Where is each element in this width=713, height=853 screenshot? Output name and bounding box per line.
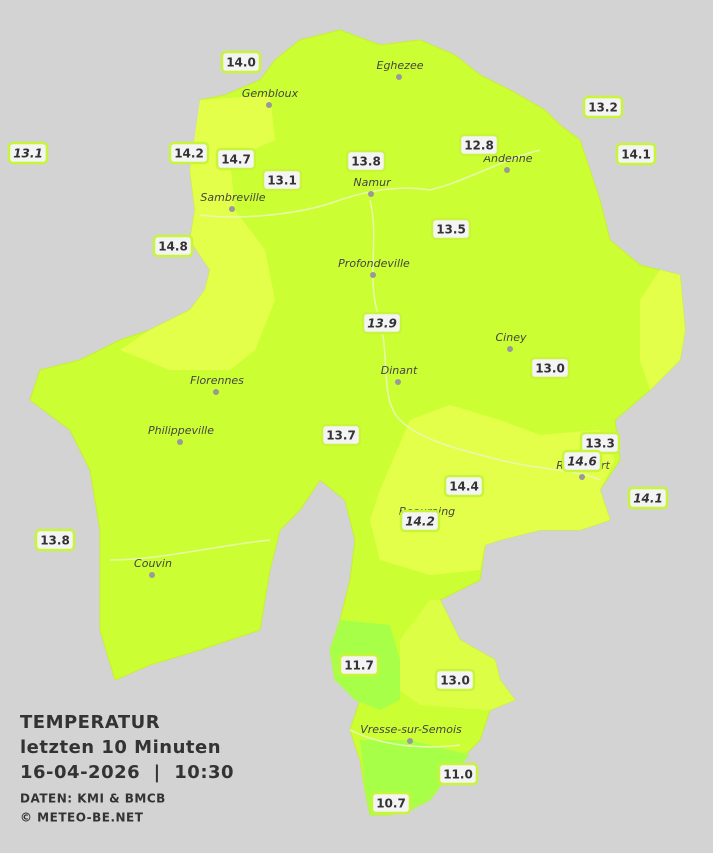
town-label: Florennes bbox=[190, 374, 244, 387]
town-label: Namur bbox=[353, 176, 392, 189]
river bbox=[369, 199, 601, 481]
town-label: Dinant bbox=[381, 364, 418, 377]
station-box bbox=[458, 133, 500, 157]
town-label: Philippeville bbox=[148, 424, 214, 437]
town-dot bbox=[149, 572, 155, 578]
station-reading: 14.1 bbox=[621, 148, 651, 162]
credit: © METEO-BE.NET bbox=[20, 811, 144, 825]
station-reading: 13.7 bbox=[326, 429, 356, 443]
river bbox=[199, 149, 541, 218]
town-dot bbox=[504, 167, 510, 173]
river bbox=[109, 539, 271, 561]
station-reading: 14.8 bbox=[158, 240, 188, 254]
town-label: Sambreville bbox=[200, 191, 265, 204]
station-reading: 13.1 bbox=[13, 147, 43, 161]
station-box bbox=[561, 449, 603, 473]
station-box bbox=[7, 141, 49, 165]
warm-zone bbox=[640, 270, 685, 390]
station-box bbox=[215, 147, 257, 171]
station-box bbox=[361, 311, 403, 335]
station-box bbox=[615, 142, 657, 166]
town-label: Eghezee bbox=[377, 59, 424, 72]
station-reading: 13.3 bbox=[585, 437, 615, 451]
warm-zone bbox=[400, 600, 515, 710]
town-dot bbox=[370, 272, 376, 278]
town-dot bbox=[395, 379, 401, 385]
station-reading: 14.2 bbox=[405, 515, 435, 529]
station-reading: 10.7 bbox=[376, 797, 406, 811]
station-box bbox=[152, 234, 194, 258]
station-box bbox=[529, 356, 571, 380]
station-reading: 14.2 bbox=[174, 147, 204, 161]
station-box bbox=[320, 423, 362, 447]
station-box bbox=[434, 668, 476, 692]
river bbox=[349, 729, 461, 748]
legend-block: TEMPERATUR letzten 10 Minuten 16-04-2026… bbox=[20, 712, 234, 825]
town-dot bbox=[396, 74, 402, 80]
station-reading: 13.5 bbox=[436, 223, 466, 237]
town-dot bbox=[266, 102, 272, 108]
station-reading: 12.8 bbox=[464, 139, 494, 153]
station-box bbox=[261, 168, 303, 192]
town-dot bbox=[507, 346, 513, 352]
town-label: Couvin bbox=[134, 557, 172, 570]
timestamp: 16-04-2026 | 10:30 bbox=[20, 762, 234, 783]
station-reading: 13.8 bbox=[40, 534, 70, 548]
warm-zone bbox=[120, 95, 275, 370]
station-box bbox=[582, 95, 624, 119]
station-reading: 11.0 bbox=[443, 768, 473, 782]
credit: DATEN: KMI & BMCB bbox=[20, 792, 166, 806]
station-reading: 14.0 bbox=[226, 56, 256, 70]
station-box bbox=[443, 474, 485, 498]
town-dot bbox=[177, 439, 183, 445]
station-reading: 13.0 bbox=[535, 362, 565, 376]
station-reading: 14.4 bbox=[449, 480, 479, 494]
warm-zone bbox=[370, 405, 615, 575]
station-box bbox=[370, 791, 412, 815]
town-label: Vresse-sur-Semois bbox=[360, 723, 462, 736]
station-reading: 14.6 bbox=[567, 455, 597, 469]
town-dot bbox=[579, 474, 585, 480]
town-dot bbox=[407, 738, 413, 744]
town-label: Profondeville bbox=[338, 257, 410, 270]
title: TEMPERATUR bbox=[20, 712, 160, 733]
town-label: Ciney bbox=[496, 331, 527, 344]
station-box bbox=[430, 217, 472, 241]
station-reading: 13.2 bbox=[588, 101, 618, 115]
station-reading: 11.7 bbox=[344, 659, 374, 673]
station-reading: 13.8 bbox=[351, 155, 381, 169]
subtitle: letzten 10 Minuten bbox=[20, 737, 221, 758]
station-box bbox=[168, 141, 210, 165]
station-reading: 13.9 bbox=[367, 317, 397, 331]
town-dot bbox=[368, 191, 374, 197]
town-dot bbox=[213, 389, 219, 395]
station-reading: 14.7 bbox=[221, 153, 251, 167]
station-box bbox=[338, 653, 380, 677]
station-box bbox=[437, 762, 479, 786]
station-box bbox=[34, 528, 76, 552]
town-dot bbox=[229, 206, 235, 212]
station-reading: 14.1 bbox=[633, 492, 663, 506]
station-reading: 13.0 bbox=[440, 674, 470, 688]
town-label: Gembloux bbox=[242, 87, 299, 100]
station-box bbox=[345, 149, 387, 173]
station-reading: 13.1 bbox=[267, 174, 297, 188]
station-box bbox=[627, 486, 669, 510]
station-box bbox=[399, 509, 441, 533]
station-box bbox=[220, 50, 262, 74]
